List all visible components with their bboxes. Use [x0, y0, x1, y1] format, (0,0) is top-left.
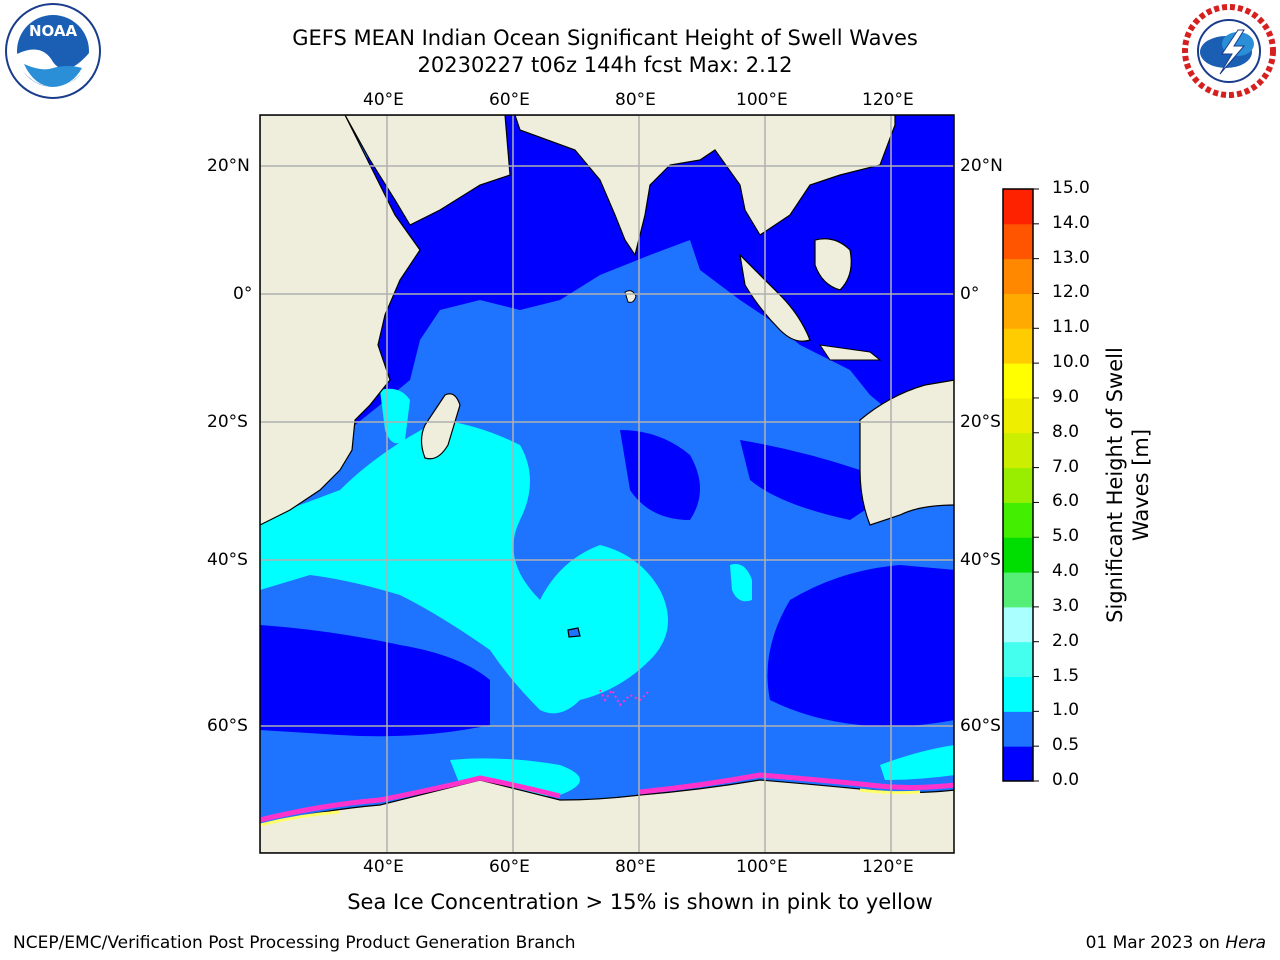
colorbar-segment — [1003, 293, 1033, 329]
lon-label-top: 60°E — [489, 90, 530, 110]
colorbar-segment — [1003, 189, 1033, 225]
colorbar-segment — [1003, 676, 1033, 712]
colorbar-tick-label: 10.0 — [1052, 352, 1090, 373]
colorbar-tick-label: 5.0 — [1052, 526, 1080, 547]
ocean-deep-patch — [620, 430, 700, 520]
chart-title: GEFS MEAN Indian Ocean Significant Heigh… — [292, 26, 918, 50]
lon-label-bottom: 40°E — [363, 857, 404, 877]
colorbar-tick-label: 2.0 — [1052, 630, 1080, 651]
colorbar-segment — [1003, 258, 1033, 294]
lon-label-bottom: 100°E — [736, 857, 788, 877]
colorbar-segment — [1003, 606, 1033, 643]
colorbar-label-line1: Significant Height of Swell — [1103, 347, 1127, 623]
footer-date: 01 Mar 2023 on Hera — [1086, 933, 1266, 953]
lon-label-top: 100°E — [736, 90, 788, 110]
colorbar-segment — [1003, 502, 1033, 538]
footer-host: Hera — [1225, 933, 1266, 953]
ocean-light-patch — [880, 745, 954, 780]
lat-label-right: 20°S — [960, 412, 1001, 432]
ocean-light-band — [260, 420, 668, 714]
lat-label-left: 40°S — [207, 550, 248, 570]
colorbar-tick-label: 12.0 — [1052, 282, 1090, 303]
colorbar-tick-label: 11.0 — [1052, 317, 1090, 338]
colorbar-tick-label: 1.0 — [1052, 700, 1080, 721]
madagascar-landmass — [420, 393, 461, 460]
colorbar-tick-label: 0.0 — [1052, 770, 1080, 790]
sea-ice-edge — [260, 775, 561, 823]
india-asia-landmass — [514, 115, 896, 257]
sea-ice-specks — [599, 688, 651, 707]
australia-landmass — [859, 379, 954, 526]
colorbar-segment — [1003, 711, 1033, 747]
lat-label-right: 40°S — [960, 550, 1001, 570]
colorbar-segment — [1003, 537, 1033, 573]
colorbar-label-line2: Waves [m] — [1129, 428, 1153, 542]
footer-credit: NCEP/EMC/Verification Post Processing Pr… — [13, 933, 576, 953]
lat-label-right: 20°N — [960, 156, 1003, 176]
nws-logo-icon — [1182, 4, 1276, 98]
map-gridlines — [260, 115, 954, 853]
colorbar-segment — [1003, 572, 1033, 608]
arabia-landmass — [260, 115, 511, 226]
colorbar — [1002, 188, 1039, 782]
lon-label-bottom: 120°E — [862, 857, 914, 877]
lon-label-bottom: 80°E — [615, 857, 656, 877]
colorbar-tick-label: 15.0 — [1052, 178, 1090, 198]
colorbar-segment — [1003, 746, 1033, 782]
colorbar-segment — [1003, 223, 1033, 260]
colorbar-tick-label: 13.0 — [1052, 247, 1090, 268]
kerguelen-island — [567, 627, 581, 638]
lon-label-top: 40°E — [363, 90, 404, 110]
colorbar-segment — [1003, 432, 1033, 469]
ocean-deep-southeast — [767, 565, 954, 727]
lat-label-left: 20°N — [207, 156, 250, 176]
colorbar-tick-label: 3.0 — [1052, 595, 1080, 616]
colorbar-segment — [1003, 363, 1033, 399]
colorbar-segment — [1003, 328, 1033, 364]
lat-label-right: 60°S — [960, 716, 1001, 736]
colorbar-label: Significant Height of Swell Waves [m] — [1102, 315, 1154, 655]
lat-label-left: 20°S — [207, 412, 248, 432]
lat-label-right: 0° — [960, 284, 980, 304]
sea-ice-edge-yellow — [260, 810, 341, 827]
ocean-light-patch — [730, 564, 752, 602]
ocean-deep-patch — [740, 440, 880, 520]
lon-label-top: 80°E — [615, 90, 656, 110]
colorbar-tick-label: 4.0 — [1052, 561, 1080, 582]
sea-ice-edge — [639, 772, 954, 795]
footer-date-text: 01 Mar 2023 on — [1085, 933, 1226, 953]
noaa-logo-text: NOAA — [29, 22, 78, 40]
colorbar-tick-label: 8.0 — [1052, 421, 1080, 442]
colorbar-segment — [1003, 641, 1033, 678]
colorbar-tick-label: 9.0 — [1052, 386, 1080, 407]
lat-label-left: 0° — [233, 284, 253, 304]
colorbar-tick-label: 0.5 — [1052, 735, 1080, 756]
colorbar-segment — [1003, 467, 1033, 503]
map-frame — [259, 114, 955, 854]
noaa-logo-icon: NOAA — [5, 3, 101, 99]
colorbar-tick-label: 7.0 — [1052, 456, 1080, 477]
borneo-landmass — [814, 238, 852, 291]
java-landmass — [818, 344, 882, 361]
colorbar-tick-label: 1.5 — [1052, 665, 1080, 686]
sea-ice-caption: Sea Ice Concentration > 15% is shown in … — [347, 890, 933, 914]
ocean-deep-southwest — [260, 625, 490, 737]
lon-label-bottom: 60°E — [489, 857, 530, 877]
lat-label-left: 60°S — [207, 716, 248, 736]
sea-ice-edge-yellow — [859, 788, 921, 795]
colorbar-tick-label: 14.0 — [1052, 212, 1090, 233]
colorbar-frame — [1002, 188, 1034, 782]
lon-label-top: 120°E — [862, 90, 914, 110]
colorbar-tick-label: 6.0 — [1052, 491, 1080, 512]
colorbar-segment — [1003, 397, 1033, 434]
chart-subtitle: 20230227 t06z 144h fcst Max: 2.12 — [417, 53, 793, 77]
